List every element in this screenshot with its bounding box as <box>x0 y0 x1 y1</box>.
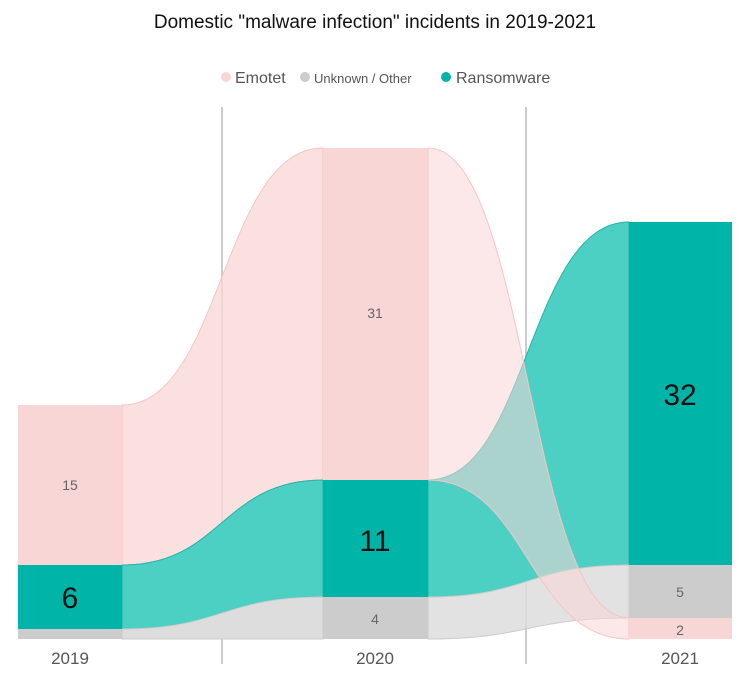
label-2021-ransomware: 32 <box>663 379 696 412</box>
bar-2021-unknown[interactable] <box>629 565 732 618</box>
flows <box>121 147 630 640</box>
year-label-2019: 2019 <box>51 649 89 668</box>
label-2019-emotet: 15 <box>62 477 78 493</box>
bar-2019-emotet[interactable] <box>18 405 122 565</box>
bar-2021-emotet[interactable] <box>629 618 732 639</box>
label-2021-unknown: 5 <box>676 584 684 600</box>
legend-label-ransomware[interactable]: Ransomware <box>456 70 550 87</box>
legend-label-unknown[interactable]: Unknown / Other <box>314 71 412 86</box>
label-2020-unknown: 4 <box>371 611 379 627</box>
bars <box>18 148 732 639</box>
bar-2020-ransomware[interactable] <box>323 480 428 597</box>
label-2019-ransomware: 6 <box>62 582 79 615</box>
legend-marker-unknown <box>300 72 310 82</box>
bar-2019-unknown[interactable] <box>18 629 122 639</box>
year-label-2020: 2020 <box>356 649 394 668</box>
year-label-2021: 2021 <box>661 649 699 668</box>
legend: Emotet Unknown / Other Ransomware <box>221 70 550 87</box>
label-2020-ransomware: 11 <box>359 525 390 558</box>
bar-2020-emotet[interactable] <box>323 148 428 480</box>
flow-emotet-2020-2021 <box>427 147 630 640</box>
bar-2020-unknown[interactable] <box>323 597 428 639</box>
bar-2021-ransomware[interactable] <box>629 222 732 565</box>
chart-title: Domestic "malware infection" incidents i… <box>154 12 596 33</box>
legend-marker-emotet <box>221 72 231 82</box>
legend-marker-ransomware <box>441 72 451 82</box>
bar-2019-ransomware[interactable] <box>18 565 122 629</box>
year-labels: 2019 2020 2021 <box>51 649 699 668</box>
legend-label-emotet[interactable]: Emotet <box>235 70 286 87</box>
label-2021-emotet: 2 <box>676 622 684 638</box>
label-2020-emotet: 31 <box>367 305 383 321</box>
value-labels: 15 6 31 11 4 32 5 2 <box>62 305 697 638</box>
